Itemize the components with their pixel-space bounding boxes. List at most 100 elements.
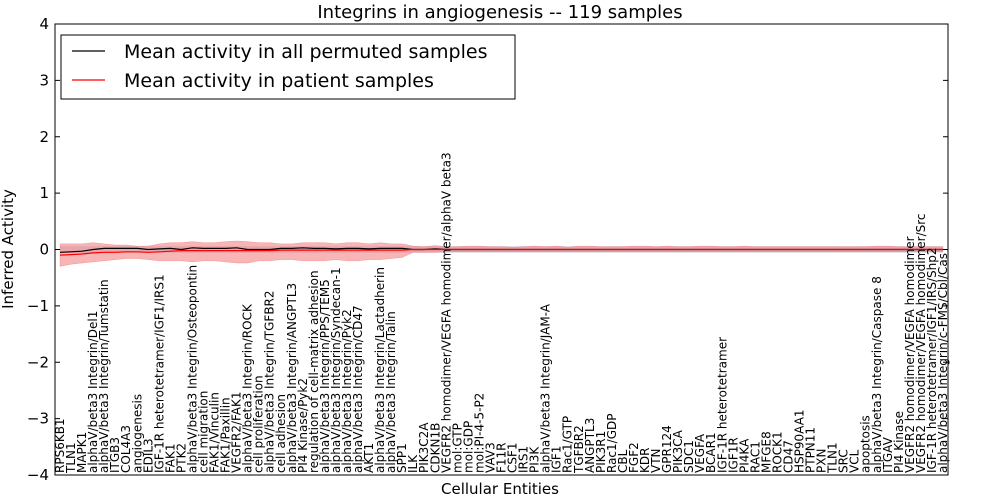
category-label: regulation of cell-matrix adhesion — [307, 270, 321, 473]
category-label: RPS6KB1 — [53, 418, 67, 473]
series-line-patient — [59, 248, 943, 256]
category-label: angiogenesis — [130, 394, 144, 473]
category-label: CD47 — [782, 440, 796, 473]
category-label: MFGE8 — [759, 431, 773, 473]
category-label: PIK3R1 — [594, 431, 608, 473]
category-label: FAK1/Paxillin — [219, 397, 233, 473]
category-label: alphaV/beta3 Integrin/CD47 — [351, 305, 365, 473]
y-tick-label: 4 — [39, 15, 49, 33]
y-tick-label: 0 — [39, 241, 49, 259]
category-label: PI4KA — [737, 438, 751, 473]
legend-label-patient: Mean activity in patient samples — [124, 70, 434, 92]
category-label: mol:GDP — [461, 421, 475, 473]
category-label: PIK3C2A — [417, 422, 431, 473]
plot-frame — [54, 23, 949, 476]
category-label: BCAR1 — [704, 432, 718, 473]
y-tick-label: 3 — [39, 71, 49, 89]
patient-spread-band — [59, 240, 944, 267]
y-tick-label: −2 — [27, 353, 49, 371]
category-label: PTK2 — [174, 443, 188, 473]
category-label: FGF2 — [627, 442, 641, 473]
category-label: alphaV/beta3 Integrin/Talin — [384, 311, 398, 473]
category-label: alphaV/beta3 Integrin/Tumstatin — [97, 279, 111, 473]
y-tick-label: −4 — [27, 466, 49, 484]
category-label: CBL — [616, 449, 630, 473]
category-label: VEGFR2/FAK1 — [230, 391, 244, 473]
category-label: alphaV/beta3 Integrin/Pyk2 — [340, 309, 354, 473]
category-label: SPP1 — [395, 443, 409, 473]
category-label: RAC1 — [748, 441, 762, 473]
category-label: alphaV/beta3 Integrin/c-FMS/Cbl/Cas — [936, 253, 950, 473]
category-label: PI4 Kinase — [892, 411, 906, 473]
category-label: EDIL3 — [141, 438, 155, 473]
category-label: TLN1 — [826, 442, 840, 474]
category-label: VEGFR2 homodimer/VEGFA homodimer/Src — [914, 213, 928, 473]
category-label: PXN — [815, 449, 829, 473]
category-label: FAK1/Vinculin — [208, 392, 222, 473]
category-label: IRS1 — [517, 446, 531, 473]
category-label: alphaV/beta3 Integrin/ROCK — [241, 303, 255, 473]
category-label: VAV3 — [484, 442, 498, 473]
category-label: SDC1 — [682, 440, 696, 473]
category-label: KDR — [638, 448, 652, 473]
category-label: IGF-1R heterotetramer/IGF1/IRS1 — [152, 274, 166, 473]
category-label: IGF-1R heterotetramer/IGF1/IRS/Shp2 — [925, 247, 939, 473]
category-label: VEGFR2 homodimer/VEGFA homodimer/alphaV … — [439, 152, 453, 473]
category-label: alphaV/beta3 Integrin/Del1 — [86, 311, 100, 473]
category-label: alphaV/beta3 Integrin/ANGPTL3 — [285, 283, 299, 473]
category-label: mol:PI-4-5-P2 — [472, 393, 486, 473]
category-label: MAPK1 — [75, 432, 89, 473]
category-label: CDKN1B — [428, 423, 442, 473]
y-axis-ticks: 4 3 2 1 0 −1 −2 −3 −4 — [27, 15, 948, 484]
y-tick-label: −1 — [27, 297, 49, 315]
category-label: IGF-1R heterotetramer — [715, 337, 729, 473]
category-label: ROCK1 — [770, 431, 784, 473]
chart-title: Integrins in angiogenesis -- 119 samples — [317, 2, 682, 23]
series-lines — [59, 247, 943, 256]
category-label: HSP90AA1 — [793, 409, 807, 473]
y-tick-label: 1 — [39, 184, 49, 202]
patient-band-layer — [59, 240, 944, 267]
category-label: SRC — [837, 449, 851, 473]
y-tick-label: −3 — [27, 410, 49, 428]
category-label: IGF1 — [550, 446, 564, 473]
category-label: VCL — [848, 449, 862, 473]
category-label: VEGFA — [693, 433, 707, 473]
category-label: alphaV/beta3 Integrin/Lactadherin — [373, 267, 387, 473]
legend: Mean activity in all permuted samples Me… — [60, 34, 516, 100]
category-label: ITGAV — [881, 436, 895, 473]
category-label: F11R — [495, 442, 509, 473]
category-label: mol:GTP — [450, 423, 464, 473]
y-tick-label: 2 — [39, 128, 49, 146]
category-label: Rac1/GTP — [561, 416, 575, 473]
legend-label-permuted: Mean activity in all permuted samples — [124, 41, 487, 63]
category-label: PI3K — [528, 446, 542, 473]
category-label: GPR124 — [660, 425, 674, 473]
category-label: PTPN11 — [804, 427, 818, 473]
category-label: alphaV/beta3 Integrin/JAM-A — [539, 303, 553, 473]
category-label: ILK — [406, 454, 420, 473]
category-label: alphaV/beta3 Integrin/TGFBR2 — [263, 290, 277, 473]
category-label: VTN — [649, 448, 663, 473]
category-label: COL4A3 — [119, 425, 133, 473]
category-label: cell migration — [197, 391, 211, 473]
category-label: IGF1R — [726, 437, 740, 473]
category-label: PIK3CA — [671, 429, 685, 473]
category-label: alphaV/beta3 Integrin/Syndecan-1 — [329, 267, 343, 473]
category-label: alphaV/beta3 Integrin/Osteopontin — [185, 265, 199, 473]
category-label: alphaV/beta3 Integrin/PPS/TEM5 — [318, 279, 332, 473]
category-label: VEGFR2 homodimer/VEGFA homodimer — [903, 236, 917, 473]
category-label: FAK1 — [163, 443, 177, 473]
category-label: TGFBR2 — [572, 425, 586, 474]
category-label: ITGB3 — [108, 437, 122, 473]
category-label: PI4 Kinase/Pyk2 — [296, 378, 310, 473]
category-label: alphaV/beta3 Integrin/Caspase 8 — [870, 276, 884, 473]
category-label: apoptosis — [859, 415, 873, 473]
y-axis-label: Inferred Activity — [0, 189, 17, 309]
category-label: TLN1 — [64, 442, 78, 474]
x-axis-label: Cellular Entities — [441, 480, 559, 498]
category-label: Rac1/GDP — [605, 414, 619, 473]
category-label: AKT1 — [362, 443, 376, 473]
legend-box — [60, 34, 516, 100]
